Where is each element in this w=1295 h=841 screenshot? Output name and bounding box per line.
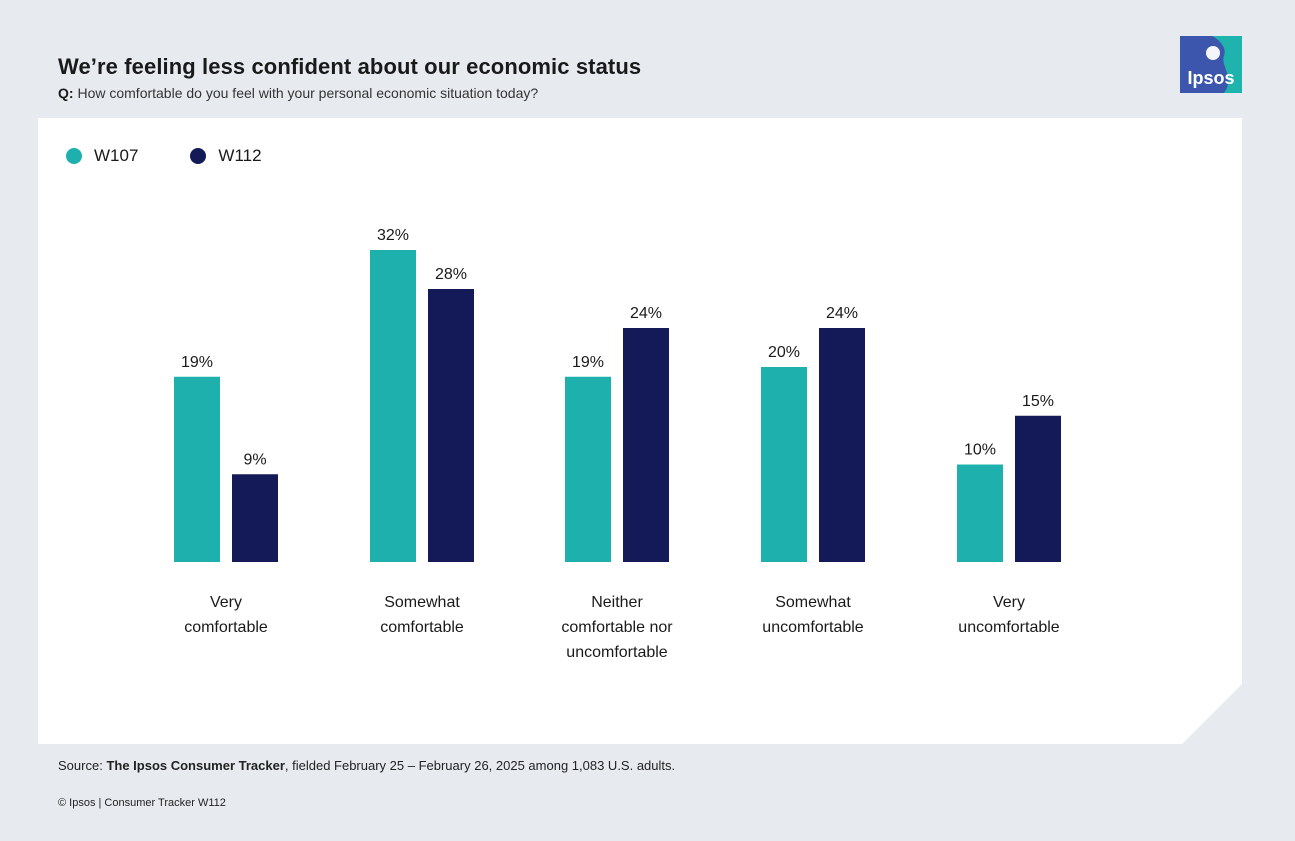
category-label-2: Neither comfortable nor uncomfortable xyxy=(561,594,673,661)
copyright: © Ipsos | Consumer Tracker W112 xyxy=(58,797,226,809)
bar-w107-1 xyxy=(370,250,416,562)
category-label-3: Somewhat uncomfortable xyxy=(762,594,863,636)
data-label-w112-2: 24% xyxy=(630,305,662,322)
data-label-w107-4: 10% xyxy=(964,442,996,459)
legend-label-w107: W107 xyxy=(94,146,139,165)
ipsos-logo-icon: Ipsos xyxy=(1180,36,1242,93)
data-label-w112-3: 24% xyxy=(826,305,858,322)
data-label-w107-0: 19% xyxy=(181,354,213,371)
legend-dot-w112-icon xyxy=(190,148,207,164)
bar-w107-3 xyxy=(761,367,807,562)
category-label-line: Very xyxy=(993,594,1025,611)
category-label-1: Somewhat comfortable xyxy=(380,594,464,636)
question-prefix: Q: xyxy=(58,85,74,101)
data-label-w112-0: 9% xyxy=(243,451,266,468)
survey-question: Q: How comfortable do you feel with your… xyxy=(58,85,538,101)
source-details: , fielded February 25 – February 26, 202… xyxy=(284,758,676,773)
legend: W107 W112 xyxy=(66,146,262,166)
question-text: How comfortable do you feel with your pe… xyxy=(77,85,539,101)
source-name: The Ipsos Consumer Tracker xyxy=(106,758,285,773)
page-title: We’re feeling less confident about our e… xyxy=(58,54,642,79)
ipsos-logo: Ipsos xyxy=(1180,36,1242,93)
data-label-w107-1: 32% xyxy=(377,227,409,244)
category-label-line: uncomfortable xyxy=(762,619,863,636)
data-label-w107-2: 19% xyxy=(572,354,604,371)
logo-text: Ipsos xyxy=(1187,68,1234,88)
category-label-line: Somewhat xyxy=(775,594,851,611)
category-label-4: Very uncomfortable xyxy=(958,594,1059,636)
data-label-w112-1: 28% xyxy=(435,266,467,283)
legend-label-w112: W112 xyxy=(218,146,262,165)
legend-dot-w107-icon xyxy=(66,148,82,164)
legend-item-w112: W112 xyxy=(190,146,262,166)
bar-w112-4 xyxy=(1015,415,1061,562)
bar-w112-3 xyxy=(819,328,865,562)
bar-w112-2 xyxy=(623,328,669,562)
bar-w112-0 xyxy=(232,474,278,562)
source-prefix: Source: xyxy=(58,758,103,773)
data-label-w107-3: 20% xyxy=(768,344,800,361)
bar-w112-1 xyxy=(428,289,474,562)
category-label-line: comfortable xyxy=(184,619,268,636)
category-label-line: uncomfortable xyxy=(958,619,1059,636)
bar-w107-4 xyxy=(957,464,1003,562)
category-label-0: Very comfortable xyxy=(184,594,268,636)
category-label-line: Very xyxy=(210,594,242,611)
data-label-w112-4: 15% xyxy=(1022,393,1054,410)
bar-w107-0 xyxy=(174,376,220,562)
category-label-line: comfortable nor xyxy=(561,619,673,636)
legend-item-w107: W107 xyxy=(66,146,138,166)
category-label-line: comfortable xyxy=(380,619,464,636)
category-label-line: Somewhat xyxy=(384,594,460,611)
category-label-line: Neither xyxy=(591,594,643,611)
bar-w107-2 xyxy=(565,376,611,562)
category-label-line: uncomfortable xyxy=(566,644,667,661)
source-note: Source: The Ipsos Consumer Tracker, fiel… xyxy=(58,758,675,773)
